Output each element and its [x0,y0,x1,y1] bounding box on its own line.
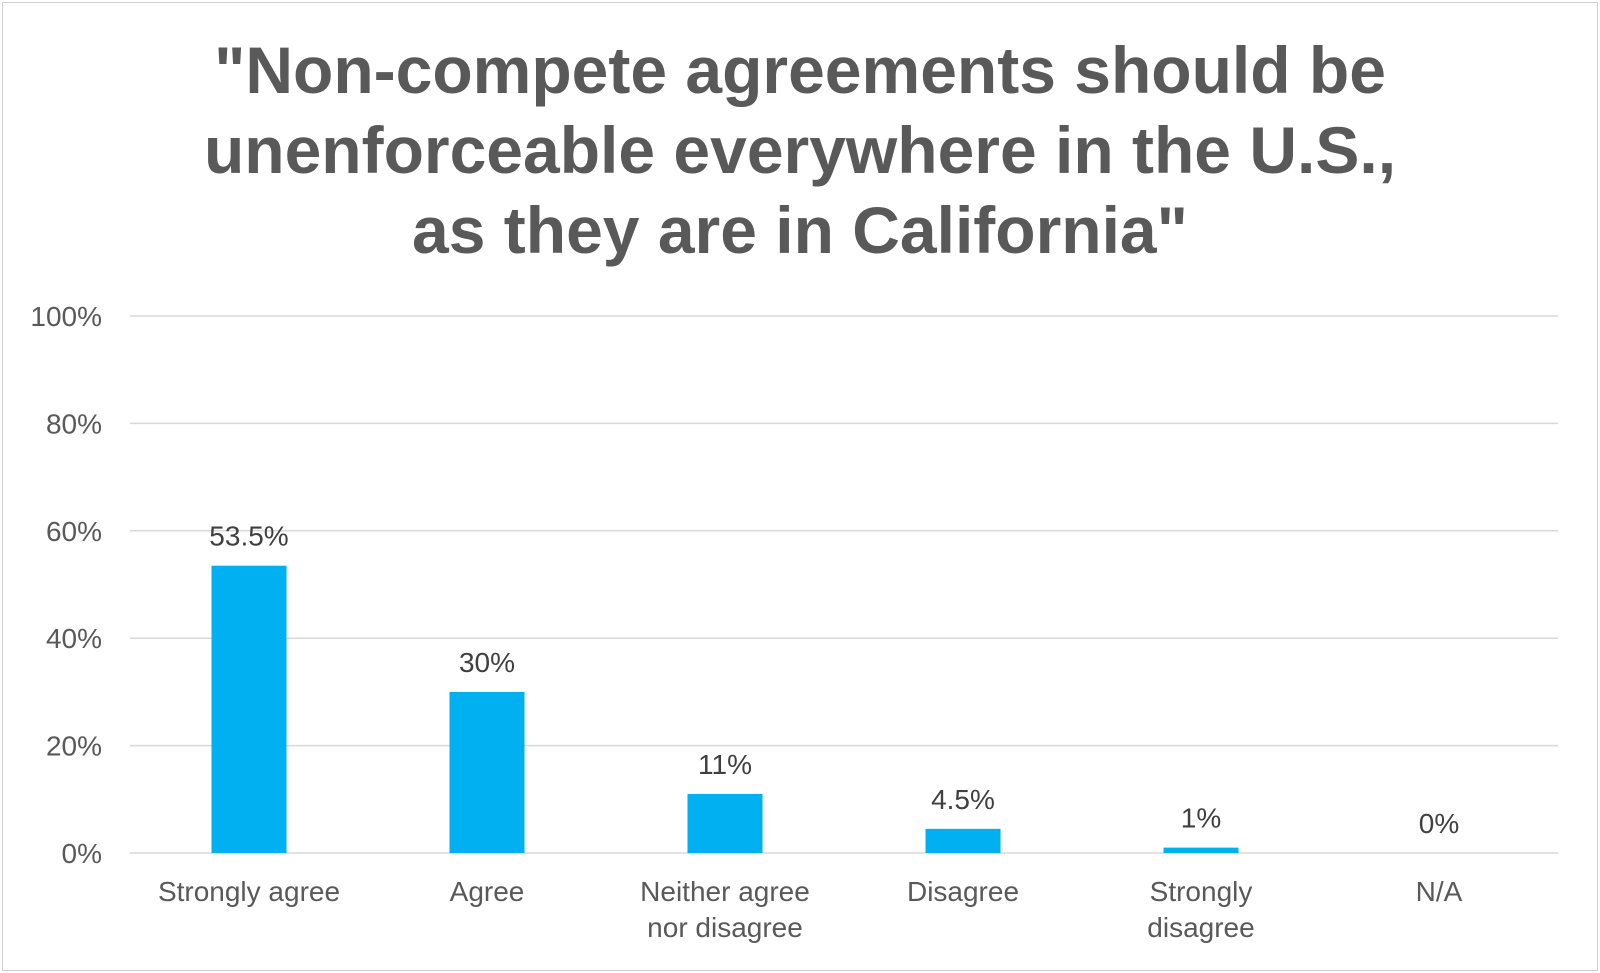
chart-title: "Non-compete agreements should be unenfo… [0,30,1600,270]
chart-title-line: "Non-compete agreements should be [214,33,1386,107]
x-tick-label: Strongly [1150,876,1253,907]
y-tick-label: 40% [46,623,102,654]
chart-title-line: as they are in California" [412,193,1188,267]
bar [1163,847,1239,853]
y-tick-label: 60% [46,516,102,547]
data-label: 0% [1419,808,1459,839]
x-tick-label: nor disagree [647,912,803,943]
y-tick-label: 0% [62,838,102,869]
x-tick-label: N/A [1416,876,1463,907]
data-label: 1% [1181,803,1221,834]
y-tick-label: 80% [46,408,102,439]
x-tick-label: Strongly agree [158,876,340,907]
bar [211,565,287,853]
data-label: 11% [698,749,752,780]
x-tick-label: disagree [1147,912,1254,943]
data-label: 30% [459,647,515,678]
x-tick-label: Agree [450,876,525,907]
x-tick-label: Neither agree [640,876,810,907]
bar [925,828,1001,853]
data-label: 4.5% [931,784,995,815]
chart-title-line: unenforceable everywhere in the U.S., [203,113,1397,187]
x-tick-label: Disagree [907,876,1019,907]
data-label: 53.5% [209,521,288,552]
y-tick-label: 20% [46,731,102,762]
bar [449,691,525,853]
y-tick-label: 100% [30,301,102,332]
bar [687,793,763,853]
